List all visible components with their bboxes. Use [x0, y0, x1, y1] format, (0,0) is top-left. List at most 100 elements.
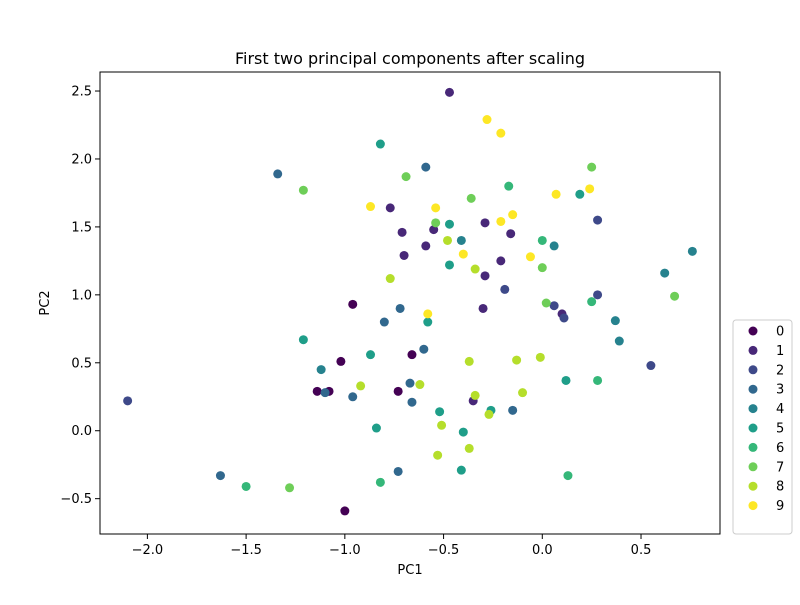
data-point-class-5-4 — [423, 317, 433, 327]
data-point-class-8-13 — [464, 443, 474, 453]
data-point-class-8-6 — [356, 381, 366, 391]
legend-label-9: 9 — [776, 499, 784, 514]
data-point-class-2-0 — [593, 215, 603, 225]
y-axis-label: PC2 — [38, 290, 53, 315]
data-point-class-5-12 — [561, 375, 571, 385]
y-tick-label-6: 2.5 — [71, 85, 92, 100]
legend-label-3: 3 — [776, 383, 784, 398]
data-point-class-1-0 — [444, 87, 454, 97]
data-point-class-4-6 — [316, 365, 326, 375]
data-point-class-7-0 — [587, 162, 597, 172]
data-point-class-5-0 — [375, 139, 385, 149]
data-point-class-2-6 — [123, 396, 133, 406]
legend-marker-9 — [748, 501, 758, 511]
data-point-class-8-5 — [535, 352, 545, 362]
data-point-class-8-4 — [512, 355, 522, 365]
legend-marker-1 — [748, 345, 758, 355]
y-tick-label-5: 2.0 — [71, 152, 92, 167]
data-point-class-0-0 — [348, 299, 358, 309]
data-point-class-0-2 — [407, 350, 417, 360]
legend-marker-6 — [748, 442, 758, 452]
data-point-class-7-3 — [466, 193, 476, 203]
data-point-class-6-3 — [593, 375, 603, 385]
data-point-class-7-7 — [541, 298, 551, 308]
x-tick-label-4: 0.0 — [532, 543, 553, 558]
data-point-class-8-0 — [443, 235, 453, 245]
legend-label-4: 4 — [776, 402, 784, 417]
y-tick-label-2: 0.5 — [71, 356, 92, 371]
data-point-class-0-6 — [340, 506, 350, 516]
data-point-class-2-3 — [549, 301, 559, 311]
data-point-class-1-9 — [480, 271, 490, 281]
data-point-class-5-5 — [298, 335, 308, 345]
data-point-class-4-0 — [456, 235, 466, 245]
legend-marker-7 — [748, 462, 758, 472]
data-point-class-3-7 — [407, 397, 417, 407]
data-point-class-2-2 — [593, 290, 603, 300]
data-point-class-1-10 — [478, 303, 488, 313]
data-point-class-9-8 — [458, 249, 468, 259]
data-point-class-9-2 — [366, 202, 376, 212]
x-tick-label-1: −1.5 — [230, 543, 262, 558]
x-axis-label: PC1 — [397, 563, 422, 578]
data-point-class-1-8 — [496, 256, 506, 266]
data-point-class-4-1 — [549, 241, 559, 251]
data-point-class-3-9 — [215, 471, 225, 481]
data-point-class-5-2 — [444, 219, 454, 229]
data-point-class-3-6 — [348, 392, 358, 402]
data-point-class-7-8 — [285, 483, 295, 493]
data-point-class-9-10 — [423, 309, 433, 319]
data-point-class-1-7 — [399, 250, 409, 260]
data-point-class-4-5 — [614, 336, 624, 346]
data-point-class-9-1 — [496, 128, 506, 138]
data-point-class-3-10 — [393, 466, 403, 476]
chart-title: First two principal components after sca… — [235, 49, 585, 68]
data-point-class-9-3 — [431, 203, 441, 213]
data-point-class-5-9 — [371, 423, 381, 433]
legend-label-5: 5 — [776, 422, 784, 437]
data-point-class-2-5 — [646, 361, 656, 371]
axis-ticks-layer: −2.0 −1.5 −1.0 −0.5 0.0 0.5 −0.5 0.0 0.5 1.0 1.5 2.… — [60, 85, 651, 558]
y-tick-label-3: 1.0 — [71, 288, 92, 303]
data-point-class-0-5 — [393, 386, 403, 396]
legend-marker-5 — [748, 423, 758, 433]
data-point-class-9-7 — [585, 184, 595, 194]
data-point-class-8-11 — [437, 420, 447, 430]
data-point-class-3-1 — [421, 162, 431, 172]
legend-marker-2 — [748, 365, 758, 375]
legend-marker-4 — [748, 404, 758, 414]
data-point-class-7-4 — [431, 218, 441, 228]
data-point-class-8-7 — [415, 380, 425, 390]
data-point-class-1-6 — [506, 229, 516, 239]
data-point-class-1-5 — [480, 218, 490, 228]
data-point-class-9-9 — [525, 252, 535, 262]
data-point-class-8-12 — [433, 450, 443, 460]
data-point-class-7-5 — [537, 263, 547, 273]
data-point-class-1-3 — [397, 227, 407, 237]
legend-marker-3 — [748, 384, 758, 394]
y-tick-label-0: −0.5 — [60, 492, 92, 507]
x-tick-label-3: −0.5 — [428, 543, 460, 558]
data-point-class-0-3 — [312, 386, 322, 396]
data-point-class-5-6 — [366, 350, 376, 360]
data-point-class-3-4 — [419, 344, 429, 354]
x-tick-label-2: −1.0 — [329, 543, 361, 558]
data-points-layer — [123, 87, 697, 516]
data-point-class-3-3 — [379, 317, 389, 327]
plot-frame — [99, 71, 721, 535]
data-point-class-8-1 — [470, 264, 480, 274]
legend: 0 1 2 3 4 5 6 7 8 9 — [732, 319, 793, 535]
y-tick-label-1: 0.0 — [71, 424, 92, 439]
data-point-class-7-1 — [401, 172, 411, 182]
data-point-class-9-5 — [496, 216, 506, 226]
y-tick-label-4: 1.5 — [71, 220, 92, 235]
data-point-class-3-0 — [273, 169, 283, 179]
data-point-class-3-2 — [395, 303, 405, 313]
legend-label-8: 8 — [776, 480, 784, 495]
data-point-class-8-2 — [385, 274, 395, 284]
legend-marker-0 — [748, 326, 758, 336]
x-tick-label-0: −2.0 — [132, 543, 164, 558]
data-point-class-6-1 — [537, 235, 547, 245]
data-point-class-1-2 — [429, 225, 439, 235]
